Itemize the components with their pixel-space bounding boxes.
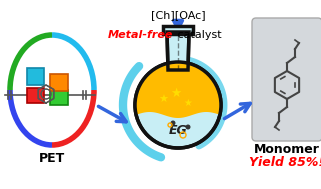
FancyArrowPatch shape xyxy=(224,103,250,119)
Text: ★: ★ xyxy=(158,95,168,105)
FancyBboxPatch shape xyxy=(252,18,321,141)
Bar xyxy=(27,88,44,103)
Text: Metal-free: Metal-free xyxy=(108,30,173,40)
Text: ★: ★ xyxy=(184,98,192,108)
Text: catalyst: catalyst xyxy=(174,30,221,40)
Text: [Ch][OAc]: [Ch][OAc] xyxy=(151,10,205,20)
Polygon shape xyxy=(135,62,221,118)
Text: Monomer: Monomer xyxy=(254,143,320,156)
Text: Yield 85%!: Yield 85%! xyxy=(249,156,321,169)
Circle shape xyxy=(135,62,221,148)
Circle shape xyxy=(170,121,176,125)
Circle shape xyxy=(186,125,190,129)
Polygon shape xyxy=(167,32,189,70)
Text: EG: EG xyxy=(169,123,187,136)
Bar xyxy=(50,90,68,105)
FancyArrowPatch shape xyxy=(99,106,126,122)
Bar xyxy=(163,26,193,34)
Ellipse shape xyxy=(10,35,94,145)
Bar xyxy=(50,74,68,91)
Bar xyxy=(27,68,44,85)
Ellipse shape xyxy=(13,39,91,142)
Text: PET: PET xyxy=(39,152,65,165)
Text: ★: ★ xyxy=(170,87,182,99)
